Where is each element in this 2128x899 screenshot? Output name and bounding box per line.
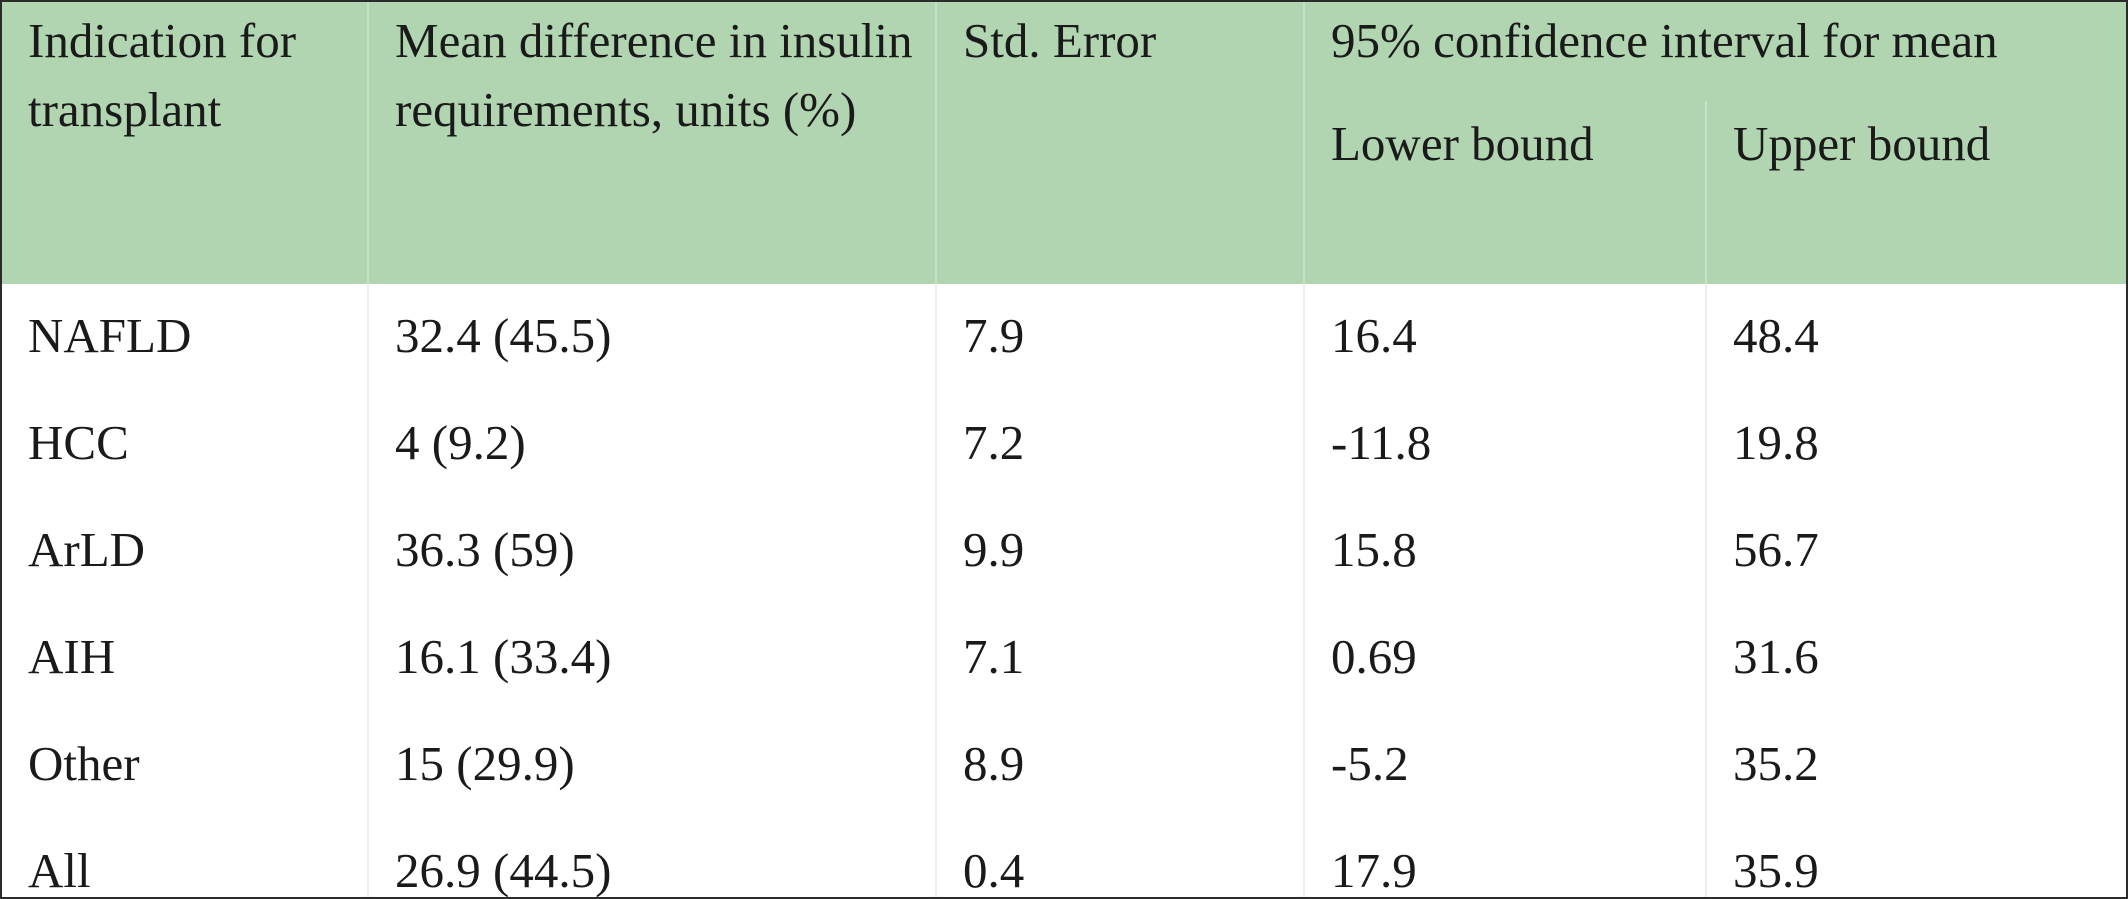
cell-indication: Other (2, 710, 368, 817)
header-row-primary: Indication for transplant Mean differenc… (2, 2, 2126, 284)
cell-upper-bound: 48.4 (1705, 284, 2126, 389)
cell-upper-bound: 35.9 (1705, 817, 2126, 897)
cell-lower-bound: 16.4 (1303, 284, 1706, 389)
cell-std-error: 8.9 (935, 710, 1304, 817)
cell-upper-bound: 56.7 (1705, 496, 2126, 603)
cell-mean-difference: 15 (29.9) (367, 710, 936, 817)
table-row: HCC 4 (9.2) 7.2 -11.8 19.8 (2, 389, 2126, 496)
cell-mean-difference: 4 (9.2) (367, 389, 936, 496)
cell-std-error: 7.1 (935, 603, 1304, 710)
cell-lower-bound: 15.8 (1303, 496, 1706, 603)
table-row: NAFLD 32.4 (45.5) 7.9 16.4 48.4 (2, 284, 2126, 389)
cell-indication: ArLD (2, 496, 368, 603)
table-header: Indication for transplant Mean differenc… (2, 2, 2126, 284)
cell-indication: HCC (2, 389, 368, 496)
cell-lower-bound: -11.8 (1303, 389, 1706, 496)
header-row-secondary: Lower bound Upper bound (2, 101, 2126, 284)
table-row: AIH 16.1 (33.4) 7.1 0.69 31.6 (2, 603, 2126, 710)
cell-mean-difference: 32.4 (45.5) (367, 284, 936, 389)
cell-indication: NAFLD (2, 284, 368, 389)
header-upper-bound: Upper bound (1705, 101, 2126, 284)
cell-lower-bound: -5.2 (1303, 710, 1706, 817)
cell-indication: AIH (2, 603, 368, 710)
header-mean-difference: Mean difference in insulin requirements,… (367, 2, 936, 284)
table-row: ArLD 36.3 (59) 9.9 15.8 56.7 (2, 496, 2126, 603)
header-indication: Indication for transplant (2, 2, 368, 284)
cell-mean-difference: 36.3 (59) (367, 496, 936, 603)
cell-std-error: 0.4 (935, 817, 1304, 897)
table-row: Other 15 (29.9) 8.9 -5.2 35.2 (2, 710, 2126, 817)
cell-std-error: 9.9 (935, 496, 1304, 603)
table-body: NAFLD 32.4 (45.5) 7.9 16.4 48.4 HCC 4 (9… (2, 284, 2126, 897)
cell-upper-bound: 31.6 (1705, 603, 2126, 710)
header-confidence-interval: 95% confidence interval for mean (1303, 2, 2126, 101)
cell-std-error: 7.9 (935, 284, 1304, 389)
header-lower-bound: Lower bound (1303, 101, 1706, 284)
cell-upper-bound: 35.2 (1705, 710, 2126, 817)
cell-mean-difference: 26.9 (44.5) (367, 817, 936, 897)
cell-lower-bound: 0.69 (1303, 603, 1706, 710)
cell-upper-bound: 19.8 (1705, 389, 2126, 496)
cell-mean-difference: 16.1 (33.4) (367, 603, 936, 710)
header-std-error: Std. Error (935, 2, 1304, 284)
cell-indication: All (2, 817, 368, 897)
cell-std-error: 7.2 (935, 389, 1304, 496)
table-row: All 26.9 (44.5) 0.4 17.9 35.9 (2, 817, 2126, 897)
cell-lower-bound: 17.9 (1303, 817, 1706, 897)
